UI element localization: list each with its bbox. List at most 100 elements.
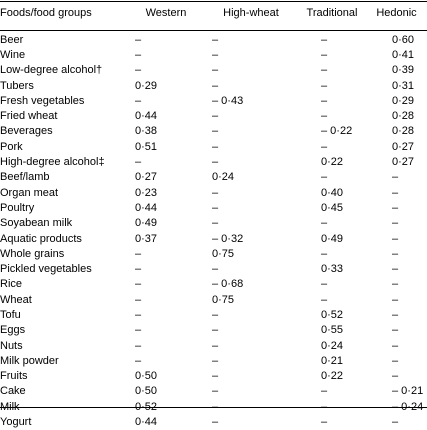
cell-traditional: – — [321, 48, 328, 61]
cell-hedonic-value: – — [392, 217, 399, 230]
cell-traditional: – — [321, 110, 328, 123]
cell-western: 0·50 — [135, 370, 158, 383]
cell-hedonic: – — [366, 200, 427, 215]
table-row: Cake 0·50 – – – 0·21 — [0, 384, 427, 399]
table-row: Soyabean milk 0·49 – – – — [0, 216, 427, 231]
cell-western: – — [135, 339, 142, 352]
cell-traditional: – — [321, 247, 328, 260]
cell-traditional: 0·52 — [321, 308, 344, 321]
cell-food: Eggs — [0, 324, 26, 337]
table-row: Rice – – 0·68 – – — [0, 277, 427, 292]
table-row: Poultry 0·44 – 0·45 – — [0, 200, 427, 215]
table-row: Pork 0·51 – – 0·27 — [0, 139, 427, 154]
cell-hedonic: – — [366, 338, 427, 353]
cell-food: Pork — [0, 140, 23, 153]
cell-food: Tofu — [0, 308, 21, 321]
cell-food: Wheat — [0, 293, 32, 306]
cell-food: Soyabean milk — [0, 217, 73, 230]
cell-hedonic: – — [366, 246, 427, 261]
cell-hedonic-value: 0·28 — [392, 125, 415, 138]
cell-high-wheat: 0·24 — [212, 171, 235, 184]
cell-hedonic-value: 0·28 — [392, 110, 415, 123]
cell-food: Pickled vegetables — [0, 263, 92, 276]
cell-western: – — [135, 156, 142, 169]
cell-hedonic-value: – — [392, 339, 399, 352]
cell-traditional: – — [321, 94, 328, 107]
cell-traditional: – — [321, 64, 328, 77]
cell-traditional: – — [321, 293, 328, 306]
cell-hedonic-value: 0·31 — [392, 79, 415, 92]
cell-food: Tubers — [0, 79, 34, 92]
cell-high-wheat: – 0·32 — [212, 232, 244, 245]
cell-food: Beef/lamb — [0, 171, 50, 184]
cell-western: 0·37 — [135, 232, 158, 245]
cell-traditional: – — [321, 385, 328, 398]
table-row: Wine – – – 0·41 — [0, 47, 427, 62]
cell-traditional: 0·22 — [321, 156, 344, 169]
cell-food: Milk — [0, 400, 20, 413]
table-row: Fried wheat 0·44 – – 0·28 — [0, 108, 427, 123]
cell-western: 0·44 — [135, 416, 158, 429]
cell-traditional: 0·45 — [321, 201, 344, 214]
cell-western: 0·50 — [135, 385, 158, 398]
cell-hedonic-value: 0·39 — [392, 64, 415, 77]
header-traditional: Traditional — [306, 7, 358, 19]
cell-traditional: 0·55 — [321, 324, 344, 337]
cell-food: Nuts — [0, 339, 23, 352]
cell-western: – — [135, 278, 142, 291]
table-row: Aquatic products 0·37 – 0·32 0·49 – — [0, 231, 427, 246]
cell-high-wheat: 0·75 — [212, 247, 235, 260]
cell-food: Low-degree alcohol† — [0, 64, 103, 77]
cell-hedonic-value: – — [392, 324, 399, 337]
table-row: Low-degree alcohol† – – – 0·39 — [0, 63, 427, 78]
cell-hedonic-value: – — [392, 293, 399, 306]
cell-traditional: – — [321, 171, 328, 184]
cell-high-wheat: – — [212, 33, 219, 46]
cell-hedonic-value: – — [392, 171, 399, 184]
factor-loadings-table: Foods/food groups Western High-wheat Tra… — [0, 6, 427, 430]
cell-hedonic: 0·28 — [366, 124, 427, 139]
table-row: Tofu – – 0·52 – — [0, 307, 427, 322]
table-row: Organ meat 0·23 – 0·40 – — [0, 185, 427, 200]
cell-hedonic: 0·28 — [366, 108, 427, 123]
cell-hedonic: – — [366, 292, 427, 307]
cell-western: 0·27 — [135, 171, 158, 184]
table-row: Beef/lamb 0·27 0·24 – – — [0, 170, 427, 185]
header-hedonic: Hedonic — [376, 7, 417, 19]
cell-hedonic-value: – — [392, 354, 399, 367]
table-body: Beer – – – 0·60 Wine – – – 0·41 Low-degree alcohol… — [0, 32, 427, 430]
cell-high-wheat: – — [212, 385, 219, 398]
cell-traditional: – — [321, 217, 328, 230]
cell-western: – — [135, 94, 142, 107]
cell-western: – — [135, 263, 142, 276]
cell-hedonic: – — [366, 185, 427, 200]
cell-western: – — [135, 354, 142, 367]
header-western: Western — [145, 7, 187, 19]
cell-hedonic-value: – — [392, 416, 399, 429]
cell-food: Fried wheat — [0, 110, 58, 123]
cell-hedonic-value: 0·41 — [392, 48, 415, 61]
cell-traditional: – — [321, 400, 328, 413]
cell-food: Organ meat — [0, 186, 59, 199]
table-header-row: Foods/food groups Western High-wheat Tra… — [0, 6, 427, 32]
cell-hedonic-value: – — [392, 232, 399, 245]
table-row: Pickled vegetables – – 0·33 – — [0, 261, 427, 276]
cell-high-wheat: – — [212, 416, 219, 429]
cell-hedonic: – — [366, 261, 427, 276]
cell-western: 0·52 — [135, 400, 158, 413]
cell-food: Rice — [0, 278, 23, 291]
cell-hedonic-value: – — [392, 186, 399, 199]
cell-hedonic: 0·27 — [366, 139, 427, 154]
cell-high-wheat: – — [212, 354, 219, 367]
cell-food: High-degree alcohol‡ — [0, 156, 105, 169]
cell-food: Fresh vegetables — [0, 94, 85, 107]
cell-hedonic: – 0·21 — [366, 384, 427, 399]
cell-hedonic-value: – 0·21 — [392, 385, 424, 398]
cell-high-wheat: – 0·68 — [212, 278, 244, 291]
cell-traditional: – — [321, 33, 328, 46]
table-bottom-rule — [0, 407, 427, 408]
cell-hedonic: – — [366, 369, 427, 384]
cell-food: Cake — [0, 385, 26, 398]
table-row: Milk powder – – 0·21 – — [0, 353, 427, 368]
